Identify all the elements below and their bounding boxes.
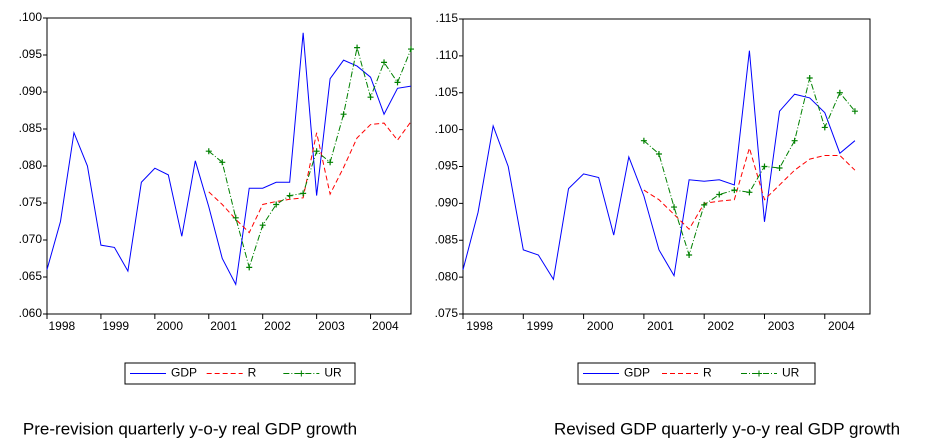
- x-tick-label: 1999: [102, 319, 129, 333]
- legend-marker: [298, 370, 305, 377]
- y-tick-label: .060: [19, 306, 43, 320]
- point-marker: [761, 163, 768, 170]
- point-marker: [327, 159, 334, 166]
- point-marker: [273, 201, 280, 208]
- y-tick-label: .095: [19, 47, 43, 61]
- point-marker: [340, 111, 347, 118]
- y-tick-label: .080: [19, 158, 43, 172]
- series-line: [462, 50, 856, 281]
- point-marker: [731, 187, 738, 194]
- y-tick-label: .090: [19, 84, 43, 98]
- point-marker: [701, 201, 708, 208]
- point-marker: [746, 189, 753, 196]
- legend-label: GDP: [171, 366, 197, 380]
- x-tick-label: 2000: [587, 319, 614, 333]
- series-line: [643, 146, 856, 230]
- point-marker: [836, 89, 843, 96]
- plot-frame: [46, 17, 412, 315]
- chart-caption: Revised GDP quarterly y-o-y real GDP gro…: [554, 419, 900, 438]
- chart-caption: Pre-revision quarterly y-o-y real GDP gr…: [23, 419, 357, 438]
- legend-box: [124, 362, 356, 385]
- point-marker: [821, 124, 828, 131]
- point-marker: [640, 137, 647, 144]
- x-tick-label: 2001: [210, 319, 237, 333]
- y-tick-label: .070: [19, 232, 43, 246]
- y-tick-label: .105: [435, 85, 459, 99]
- x-tick-label: 2003: [768, 319, 795, 333]
- point-marker: [300, 190, 307, 197]
- point-marker: [394, 79, 401, 86]
- legend-box: [577, 362, 816, 385]
- series-line: [208, 121, 412, 234]
- legend-label: UR: [324, 366, 342, 380]
- point-marker: [246, 264, 253, 271]
- legend-label: UR: [782, 366, 800, 380]
- x-tick-label: 2003: [318, 319, 345, 333]
- x-tick-label: 2002: [707, 319, 734, 333]
- x-tick-label: 2004: [372, 319, 399, 333]
- y-tick-label: .110: [436, 48, 459, 62]
- legend-label: R: [703, 366, 712, 380]
- series-line: [46, 32, 412, 287]
- point-marker: [851, 108, 858, 115]
- point-marker: [671, 204, 678, 211]
- x-tick-label: 1999: [527, 319, 554, 333]
- point-marker: [367, 94, 374, 101]
- point-marker: [686, 252, 693, 258]
- x-tick-label: 1998: [48, 319, 75, 333]
- y-tick-label: .085: [435, 232, 459, 246]
- y-tick-label: .095: [435, 159, 459, 173]
- y-tick-label: .100: [435, 122, 459, 136]
- point-marker: [259, 222, 266, 229]
- y-tick-label: .115: [436, 11, 459, 25]
- y-tick-label: .085: [19, 121, 43, 135]
- point-marker: [776, 164, 783, 171]
- x-tick-label: 2001: [647, 319, 674, 333]
- x-tick-label: 2004: [828, 319, 855, 333]
- point-marker: [286, 192, 293, 199]
- point-marker: [205, 148, 212, 155]
- point-marker: [232, 214, 239, 221]
- series-line: [208, 47, 412, 270]
- y-tick-label: .100: [19, 10, 43, 24]
- point-marker: [219, 159, 226, 166]
- point-marker: [716, 191, 723, 198]
- y-tick-label: .075: [435, 306, 459, 320]
- series-line: [643, 76, 856, 257]
- point-marker: [408, 46, 414, 53]
- legend-label: R: [248, 366, 257, 380]
- x-tick-label: 2002: [264, 319, 291, 333]
- y-tick-label: .090: [435, 196, 459, 210]
- legend-label: GDP: [624, 366, 650, 380]
- point-marker: [655, 150, 662, 157]
- plot-frame: [462, 18, 871, 315]
- x-tick-label: 1998: [466, 319, 493, 333]
- point-marker: [313, 148, 320, 155]
- point-marker: [354, 44, 361, 51]
- legend-marker: [756, 370, 762, 377]
- point-marker: [791, 137, 798, 144]
- y-tick-label: .075: [19, 195, 43, 209]
- point-marker: [806, 75, 813, 81]
- x-tick-label: 2000: [156, 319, 183, 333]
- y-tick-label: .080: [435, 269, 459, 283]
- y-tick-label: .065: [19, 269, 43, 283]
- point-marker: [381, 59, 388, 66]
